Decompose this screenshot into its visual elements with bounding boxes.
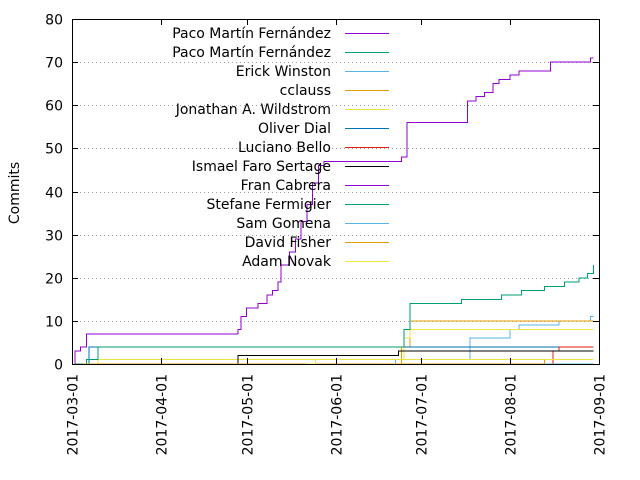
legend-label: Luciano Bello: [238, 140, 331, 156]
y-tick-label: 70: [45, 56, 63, 72]
y-tick-label: 60: [45, 99, 63, 115]
series-line-6: [547, 346, 594, 365]
series-line-7: [235, 350, 594, 365]
grid-lines: [72, 62, 599, 322]
y-tick-label: 50: [45, 142, 63, 158]
x-tick-label: 2017-09-01: [593, 374, 609, 455]
x-tick-label: 2017-05-01: [241, 374, 257, 455]
legend-label: Jonathan A. Wildstrom: [175, 102, 331, 118]
legend-label: cclauss: [280, 83, 331, 99]
series-line-12: [306, 359, 594, 365]
y-tick-label: 40: [45, 186, 63, 202]
legend-label: Stefane Fermigier: [206, 197, 331, 213]
x-tick-label: 2017-04-01: [155, 374, 171, 455]
series-line-8: [74, 57, 594, 364]
legend-label: Sam Gomena: [236, 216, 331, 232]
legend-label: Fran Cabrera: [241, 178, 331, 194]
x-tick-label: 2017-03-01: [66, 374, 82, 455]
series-lines: [74, 57, 594, 365]
legend-label: Oliver Dial: [258, 121, 331, 137]
series-line-9: [83, 264, 594, 365]
legend-label: Paco Martín Fernández: [172, 26, 331, 42]
axes: 0 10 20 30 40 50 60 70 80 2017-03-01 2017-04-01 201…: [45, 13, 608, 456]
y-tick-label: 30: [45, 229, 63, 245]
y-axis-title: Commits: [7, 162, 23, 224]
legend: Paco Martín Fernández Paco Martín Fernánd…: [172, 26, 389, 270]
legend-label: Ismael Faro Sertage: [192, 159, 331, 175]
x-tick-label: 2017-06-01: [330, 374, 346, 455]
x-tick-label: 2017-07-01: [415, 374, 431, 455]
x-tick-label: 2017-08-01: [504, 374, 520, 455]
y-tick-label: 10: [45, 315, 63, 331]
y-tick-label: 0: [54, 358, 63, 374]
legend-label: Paco Martín Fernández: [172, 45, 331, 61]
y-tick-label: 20: [45, 272, 63, 288]
y-tick-label: 80: [45, 13, 63, 29]
series-line-2: [83, 316, 594, 365]
legend-label: Erick Winston: [236, 64, 331, 80]
series-line-3: [398, 320, 594, 365]
legend-label: Adam Novak: [242, 254, 332, 270]
series-line-11: [83, 359, 594, 365]
legend-label: David Fisher: [245, 235, 332, 251]
